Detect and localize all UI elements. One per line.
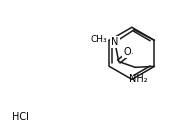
Text: O: O	[123, 47, 131, 57]
Text: CH₃: CH₃	[90, 35, 107, 44]
Text: N: N	[111, 37, 119, 47]
Text: HCl: HCl	[12, 112, 28, 122]
Text: NH₂: NH₂	[129, 74, 147, 84]
